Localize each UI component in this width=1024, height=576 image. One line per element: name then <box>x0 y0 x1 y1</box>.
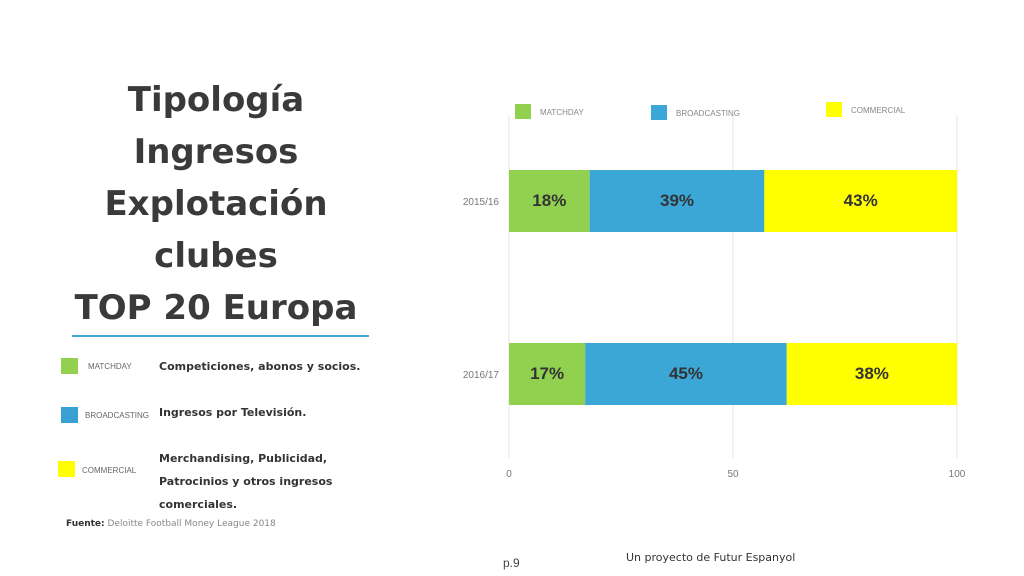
chart-legend-label-matchday: MATCHDAY <box>540 108 584 117</box>
data-label-matchday-0: 18% <box>532 191 566 210</box>
data-label-broadcasting-1: 45% <box>669 364 703 383</box>
bar-commercial-1 <box>786 343 957 405</box>
chart-legend-label-broadcasting: BROADCASTING <box>676 109 740 118</box>
chart-legend-swatch-matchday <box>515 104 531 119</box>
legend-swatch-broadcasting <box>61 407 78 423</box>
legend-name-matchday: MATCHDAY <box>88 362 132 371</box>
x-tick-label-0: 0 <box>506 469 512 480</box>
bar-matchday-1 <box>509 343 586 405</box>
data-label-broadcasting-0: 39% <box>660 191 694 210</box>
bar-commercial-0 <box>764 170 957 232</box>
bar-matchday-0 <box>509 170 590 232</box>
title-line-5: TOP 20 Europa <box>74 288 358 328</box>
title-underline <box>72 335 369 337</box>
data-label-commercial-0: 43% <box>844 191 878 210</box>
bar-broadcasting-0 <box>589 170 765 232</box>
revenue-stacked-bar-chart: 18% 39% 43% 2015/16 17% 45% 38% 2016/17 0 50 100 MA… <box>463 102 966 480</box>
chart-legend-swatch-commercial <box>826 102 842 117</box>
bar-broadcasting-1 <box>585 343 787 405</box>
category-label-0: 2015/16 <box>463 197 500 208</box>
x-tick-label-1: 50 <box>727 469 739 480</box>
legend-swatch-matchday <box>61 358 78 374</box>
legend-desc-broadcasting: Ingresos por Televisión. <box>159 406 307 419</box>
title-line-4: clubes <box>154 236 278 276</box>
data-label-commercial-1: 38% <box>855 364 889 383</box>
legend-name-commercial: COMMERCIAL <box>82 466 137 475</box>
legend-swatch-commercial <box>58 461 75 477</box>
chart-legend-label-commercial: COMMERCIAL <box>851 106 906 115</box>
title-line-2: Ingresos <box>133 132 299 172</box>
page-number: p.9 <box>503 556 520 570</box>
source-label: Fuente: <box>66 519 105 529</box>
source-text: Deloitte Football Money League 2018 <box>107 519 276 529</box>
title-line-3: Explotación <box>104 184 328 224</box>
legend-desc-commercial: Merchandising, Publicidad, Patrocinios y… <box>159 452 333 511</box>
source-note: Fuente: Deloitte Football Money League 2… <box>66 519 276 529</box>
legend-name-broadcasting: BROADCASTING <box>85 411 150 420</box>
footer-text: Un proyecto de Futur Espanyol <box>626 551 796 564</box>
data-label-matchday-1: 17% <box>530 364 564 383</box>
chart-legend-swatch-broadcasting <box>651 105 667 120</box>
legend-desc-matchday: Competiciones, abonos y socios. <box>159 360 361 373</box>
page-title: Tipología Ingresos Explotación clubes TO… <box>66 74 366 334</box>
category-label-1: 2016/17 <box>463 370 500 381</box>
x-tick-label-2: 100 <box>949 469 966 480</box>
title-line-1: Tipología <box>127 80 305 120</box>
